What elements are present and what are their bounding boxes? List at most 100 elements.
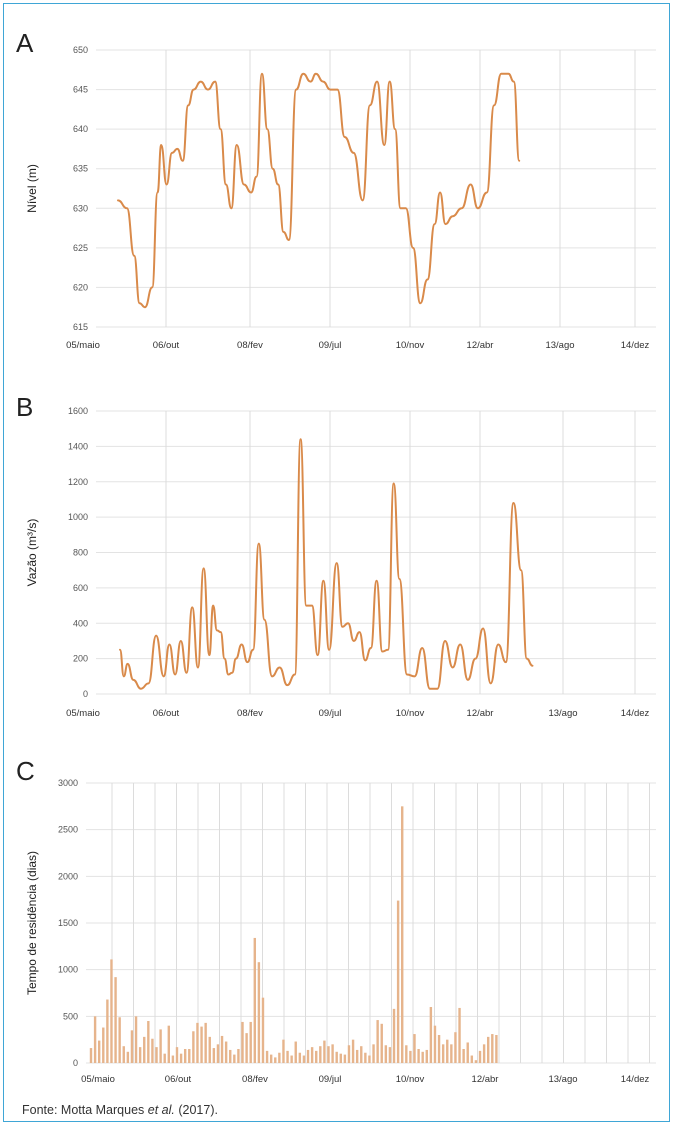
- bar: [413, 1034, 416, 1063]
- bar: [163, 1053, 166, 1063]
- bar: [323, 1040, 326, 1063]
- bar: [491, 1034, 494, 1063]
- bar: [396, 900, 400, 1063]
- x-tick-label: 08/fev: [237, 708, 263, 719]
- y-tick-label: 620: [73, 282, 88, 292]
- y-tick-label: 645: [73, 85, 88, 95]
- chart-panel-b: B 0 200 400 600 800 1000 1200 1400 1600 05/maio 06/…: [16, 392, 656, 719]
- bar: [290, 1055, 293, 1063]
- bar: [425, 1049, 428, 1063]
- x-tick-label: 09/jul: [319, 1074, 342, 1085]
- x-tick-label: 14/dez: [621, 1074, 650, 1085]
- x-tick-label: 05/maio: [66, 708, 100, 719]
- y-tick-label: 1000: [58, 965, 78, 975]
- bar: [335, 1051, 338, 1063]
- bar: [183, 1049, 187, 1063]
- bar: [380, 1023, 383, 1063]
- bar: [450, 1044, 453, 1063]
- bar: [249, 1021, 252, 1063]
- source-caption: Fonte: Motta Marques et al. (2017).: [22, 1103, 218, 1117]
- bar: [433, 1025, 437, 1063]
- y-tick-label: 615: [73, 322, 88, 332]
- bar: [257, 962, 261, 1063]
- bar: [237, 1049, 240, 1063]
- bar: [114, 977, 117, 1063]
- source-prefix: Fonte: Motta Marques: [22, 1103, 148, 1117]
- series-line: [119, 438, 534, 690]
- y-tick-label: 630: [73, 203, 88, 213]
- bar: [179, 1053, 183, 1063]
- bar: [331, 1044, 334, 1063]
- bar: [130, 1030, 134, 1063]
- bar: [106, 999, 109, 1063]
- bar: [421, 1051, 424, 1063]
- bar: [134, 1016, 138, 1063]
- bar: [220, 1035, 224, 1063]
- bar: [470, 1055, 474, 1063]
- bar: [167, 1025, 171, 1063]
- panel-letter: C: [16, 756, 35, 786]
- bar: [147, 1021, 150, 1063]
- bar: [327, 1046, 330, 1063]
- bar: [462, 1049, 465, 1063]
- bar: [339, 1053, 342, 1063]
- bar: [310, 1047, 314, 1063]
- bar: [474, 1060, 478, 1063]
- x-tick-label: 13/ago: [545, 340, 574, 351]
- bar: [245, 1033, 248, 1063]
- bar: [192, 1031, 195, 1063]
- bar: [261, 997, 265, 1063]
- bar: [253, 937, 256, 1063]
- x-tick-label: 06/out: [153, 708, 180, 719]
- y-tick-label: 640: [73, 124, 88, 134]
- x-tick-label: 08/fev: [242, 1074, 268, 1085]
- bar: [482, 1044, 486, 1063]
- bar: [355, 1049, 359, 1063]
- x-tick-label: 09/jul: [319, 340, 342, 351]
- bar: [138, 1047, 142, 1063]
- bar: [229, 1049, 232, 1063]
- x-tick-label: 05/maio: [66, 340, 100, 351]
- bar: [126, 1051, 130, 1063]
- bar: [454, 1032, 457, 1063]
- bar: [351, 1039, 355, 1063]
- x-tick-label: 14/dez: [621, 708, 650, 719]
- y-tick-label: 1400: [68, 441, 88, 451]
- bar: [241, 1021, 244, 1063]
- bar: [89, 1048, 93, 1063]
- x-tick-label: 10/nov: [396, 1074, 425, 1085]
- bar: [368, 1055, 371, 1063]
- bar: [278, 1052, 281, 1063]
- y-tick-label: 650: [73, 45, 88, 55]
- bar: [437, 1035, 441, 1063]
- x-tick-label: 06/out: [165, 1074, 192, 1085]
- y-tick-label: 600: [73, 583, 88, 593]
- x-tick-label: 13/ago: [548, 708, 577, 719]
- bar: [401, 806, 404, 1063]
- bar: [446, 1039, 449, 1063]
- bar: [97, 1040, 101, 1063]
- y-tick-label: 3000: [58, 778, 78, 788]
- y-tick-label: 1600: [68, 406, 88, 416]
- bar: [315, 1050, 318, 1063]
- bar: [429, 1007, 433, 1063]
- x-tick-label: 12/abr: [467, 708, 494, 719]
- source-italic: et al.: [147, 1103, 175, 1117]
- x-tick-label: 06/out: [153, 340, 180, 351]
- bar: [155, 1047, 158, 1063]
- bar: [405, 1045, 408, 1063]
- bar: [93, 1016, 97, 1063]
- bar: [118, 1017, 121, 1063]
- y-axis-label: Vazão (m³/s): [25, 519, 39, 587]
- bar: [495, 1035, 498, 1063]
- x-tick-label: 09/jul: [319, 708, 342, 719]
- x-tick-label: 10/nov: [396, 340, 425, 351]
- bar: [298, 1052, 302, 1063]
- chart-panel-a: A 615 620 625 630 635 640 645 650 05/maio 06/out 08…: [16, 28, 656, 351]
- x-tick-label: 05/maio: [81, 1074, 115, 1085]
- y-tick-label: 2000: [58, 871, 78, 881]
- y-tick-label: 200: [73, 654, 88, 664]
- y-axis-label: Tempo de residência (dias): [25, 851, 39, 995]
- bar: [159, 1029, 162, 1063]
- bar: [364, 1052, 367, 1063]
